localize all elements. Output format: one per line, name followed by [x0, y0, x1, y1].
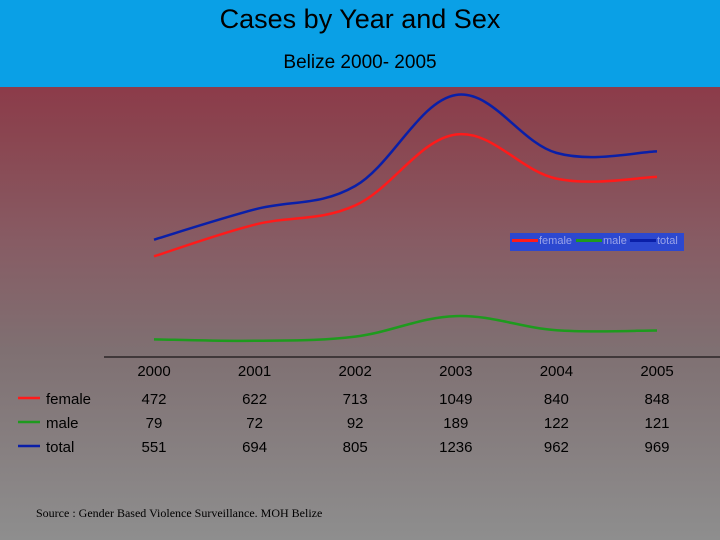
- legend-label-female: female: [539, 235, 573, 247]
- legend-label-total: total: [657, 235, 678, 247]
- table-cell-total-2003: 1236: [439, 439, 472, 456]
- legend-swatch-female: [512, 239, 538, 242]
- series-line-female: [153, 132, 658, 258]
- legend: female male total: [510, 233, 684, 251]
- table-row-label-male: male: [46, 415, 79, 432]
- table-cell-female-2003: 1049: [439, 391, 472, 408]
- chart-title: Cases by Year and Sex: [219, 4, 501, 34]
- chart-subtitle: Belize 2000- 2005: [283, 52, 437, 73]
- table-cell-total-2002: 805: [343, 439, 368, 456]
- table-cell-total-2000: 551: [141, 439, 166, 456]
- table-cell-male-2005: 121: [644, 415, 669, 432]
- legend-swatch-male: [576, 239, 602, 242]
- table-cell-male-2002: 92: [347, 415, 364, 432]
- table-header-2005: 2005: [640, 363, 673, 380]
- table-header-2004: 2004: [540, 363, 573, 380]
- table-cell-female-2004: 840: [544, 391, 569, 408]
- table-header-2001: 2001: [238, 363, 271, 380]
- table-cell-female-2000: 472: [141, 391, 166, 408]
- series-line-male: [153, 314, 658, 343]
- table-header-2000: 2000: [137, 363, 170, 380]
- table-row-label-female: female: [46, 391, 91, 408]
- table-row-label-total: total: [46, 439, 74, 456]
- legend-label-male: male: [603, 235, 627, 247]
- table-header-2002: 2002: [339, 363, 372, 380]
- source-note: Source : Gender Based Violence Surveilla…: [36, 506, 323, 520]
- table-cell-female-2002: 713: [343, 391, 368, 408]
- table-cell-total-2001: 694: [242, 439, 267, 456]
- table-header-2003: 2003: [439, 363, 472, 380]
- table-cell-male-2000: 79: [146, 415, 163, 432]
- legend-swatch-total: [630, 239, 656, 242]
- table-cell-male-2004: 122: [544, 415, 569, 432]
- table-cell-female-2005: 848: [644, 391, 669, 408]
- table-cell-male-2001: 72: [246, 415, 263, 432]
- table-cell-female-2001: 622: [242, 391, 267, 408]
- series-line-total: [153, 93, 658, 241]
- title-banner: Cases by Year and Sex Belize 2000- 2005: [0, 0, 720, 87]
- table-cell-male-2003: 189: [443, 415, 468, 432]
- table-cell-total-2005: 969: [644, 439, 669, 456]
- table-cell-total-2004: 962: [544, 439, 569, 456]
